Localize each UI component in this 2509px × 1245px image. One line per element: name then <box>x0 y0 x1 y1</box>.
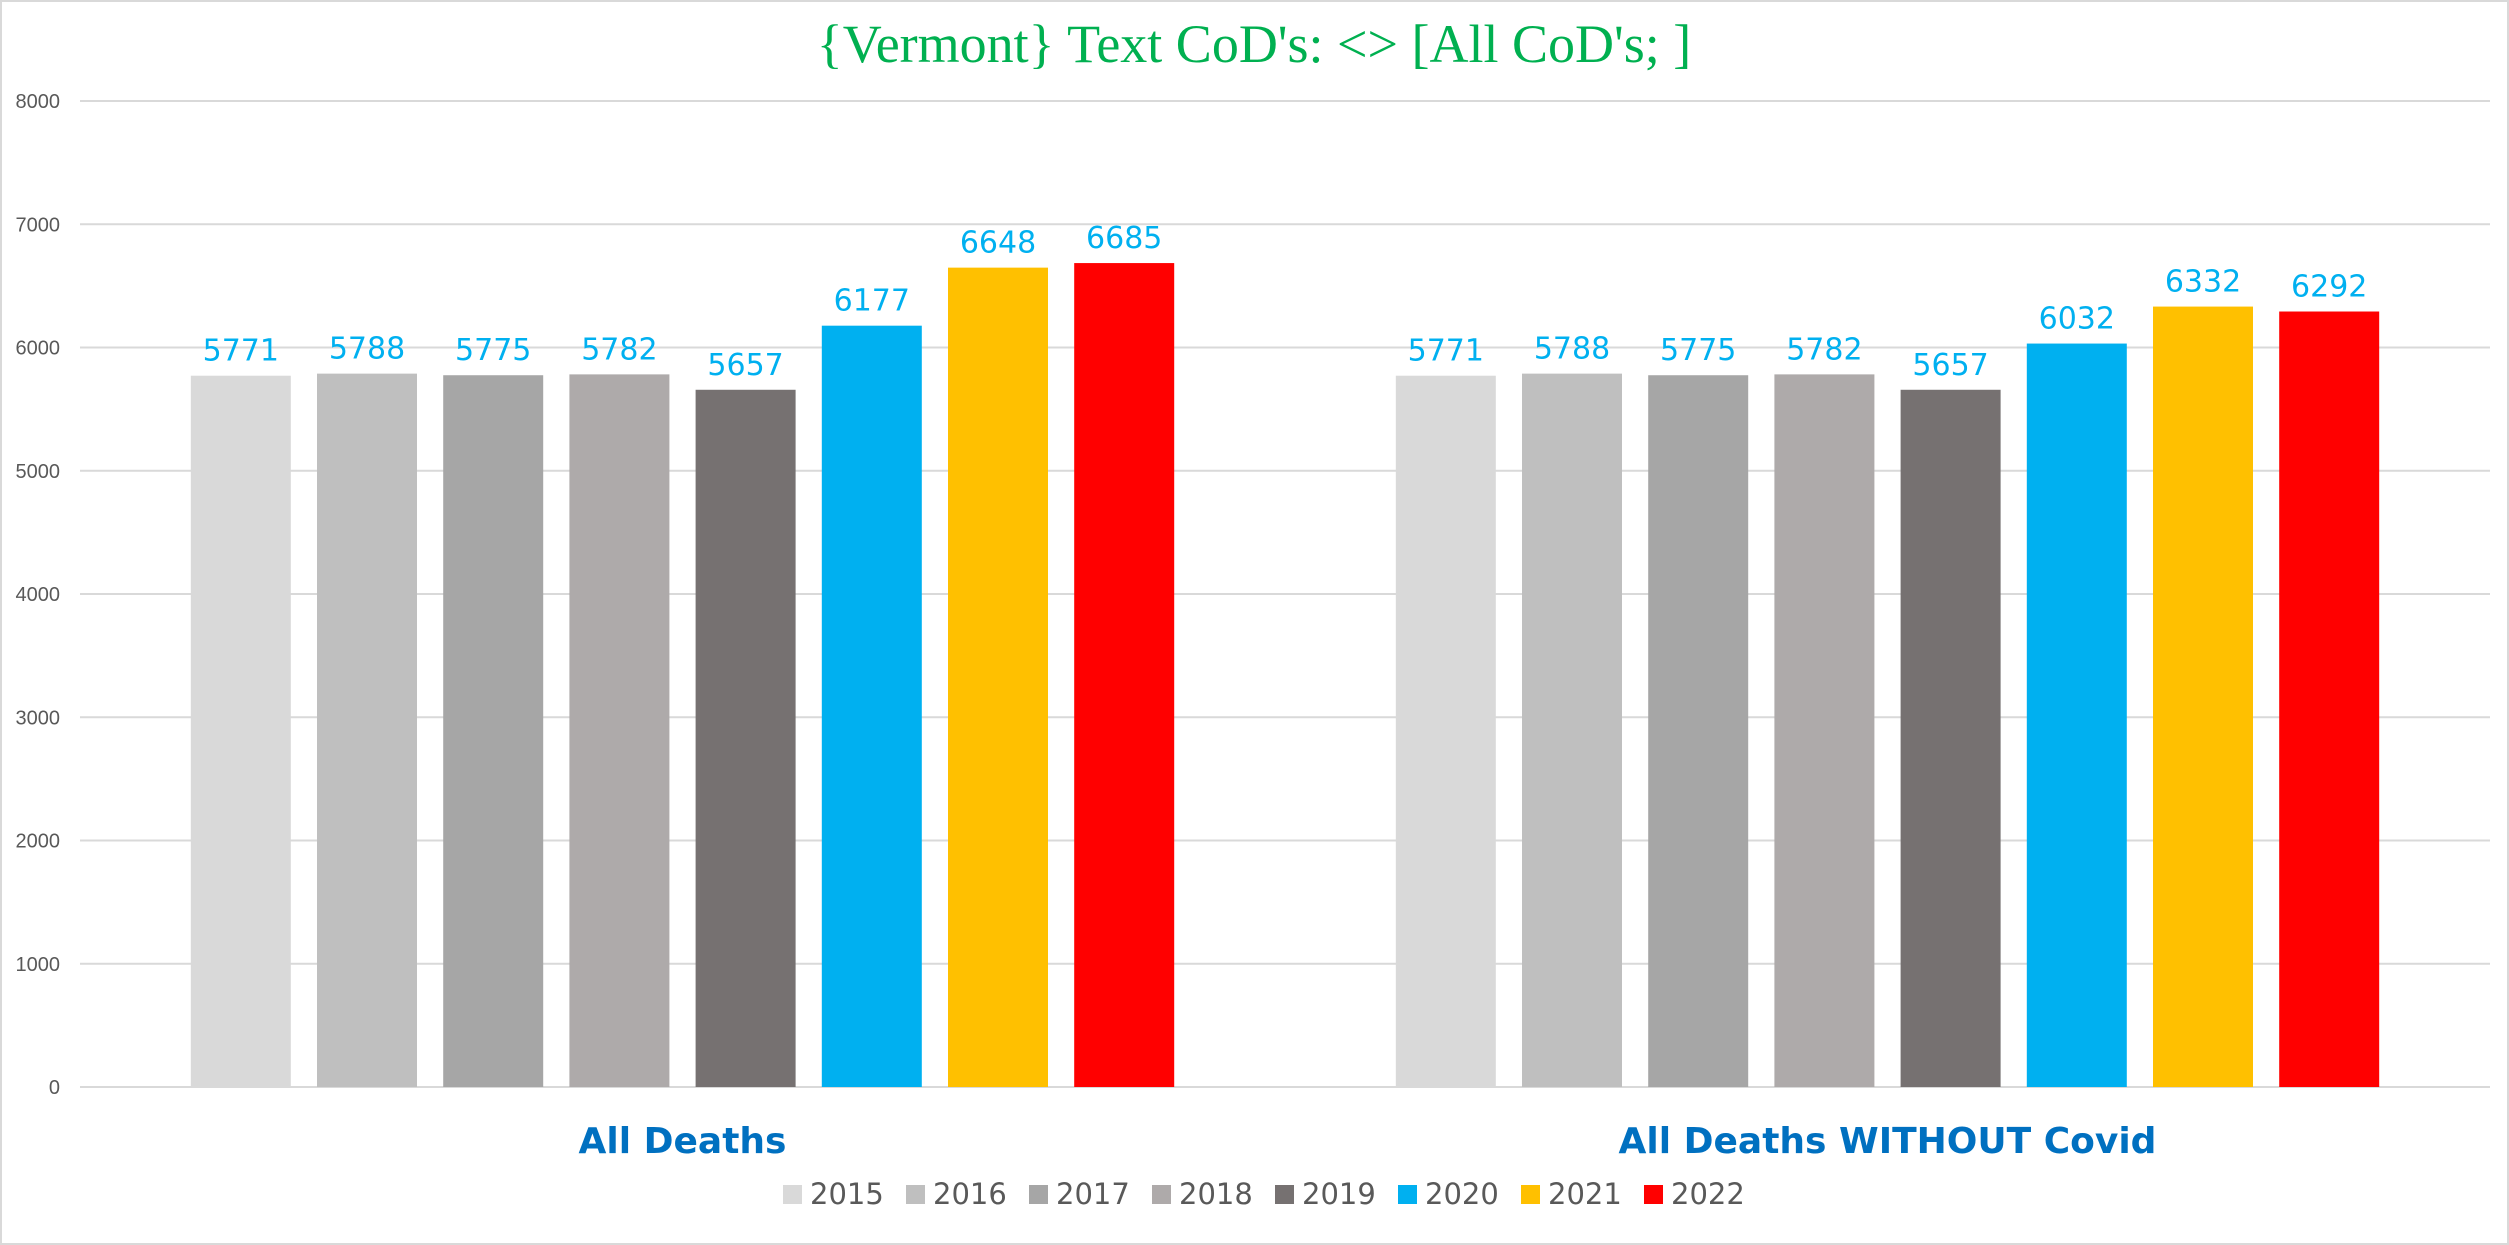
y-tick-label-7000: 7000 <box>16 214 61 236</box>
legend-swatch-2021 <box>1521 1185 1540 1204</box>
data-label-2021-1: 6648 <box>960 226 1036 261</box>
legend-swatch-2022 <box>1644 1185 1663 1204</box>
bar-2019-2 <box>1900 389 2001 1087</box>
data-label-2020-1: 6177 <box>834 284 910 319</box>
bars <box>190 263 2380 1088</box>
y-tick-label-0: 0 <box>49 1077 60 1099</box>
legend-label-2017: 2017 <box>1056 1177 1130 1211</box>
bar-2018-1 <box>569 374 670 1087</box>
bar-2021-1 <box>948 267 1048 1087</box>
bar-2017-1 <box>443 375 544 1087</box>
legend-swatch-2020 <box>1398 1185 1417 1204</box>
y-tick-label-2000: 2000 <box>16 831 61 853</box>
data-label-2016-1: 5788 <box>329 332 405 367</box>
data-label-2020-2: 6032 <box>2039 302 2115 337</box>
legend-label-2019: 2019 <box>1302 1177 1376 1211</box>
y-tick-label-3000: 3000 <box>16 707 61 729</box>
category-labels: All Deaths All Deaths WITHOUT Covid <box>579 1121 2157 1162</box>
y-tick-label-4000: 4000 <box>16 584 61 606</box>
bar-2020-1 <box>821 325 922 1087</box>
bar-2015-2 <box>1395 375 1496 1087</box>
legend-swatch-2018 <box>1152 1185 1171 1204</box>
legend-label-2021: 2021 <box>1548 1177 1622 1211</box>
data-label-2015-2: 5771 <box>1408 334 1484 369</box>
y-axis-ticks: 0 1000 2000 3000 4000 5000 6000 7000 8000 <box>16 91 61 1099</box>
data-label-2022-1: 6685 <box>1086 221 1162 256</box>
bar-2018-2 <box>1774 374 1875 1087</box>
y-tick-label-8000: 8000 <box>16 91 61 113</box>
bar-2015-1 <box>190 375 291 1087</box>
y-tick-label-5000: 5000 <box>16 461 61 483</box>
data-label-2019-1: 5657 <box>707 348 783 383</box>
category-label-1: All Deaths <box>579 1121 787 1162</box>
data-label-2016-2: 5788 <box>1534 332 1610 367</box>
bar-2016-2 <box>1522 373 1622 1087</box>
data-label-2022-2: 6292 <box>2291 270 2367 305</box>
y-tick-label-1000: 1000 <box>16 954 61 976</box>
legend-label-2015: 2015 <box>810 1177 884 1211</box>
bar-2020-2 <box>2026 343 2127 1087</box>
legend-swatch-2017 <box>1029 1185 1048 1204</box>
legend-swatch-2016 <box>906 1185 925 1204</box>
data-label-2021-2: 6332 <box>2165 265 2241 300</box>
data-label-2017-1: 5775 <box>455 333 531 368</box>
y-tick-label-6000: 6000 <box>16 338 61 360</box>
bar-2017-2 <box>1648 375 1749 1087</box>
data-label-2015-1: 5771 <box>203 334 279 369</box>
legend-label-2020: 2020 <box>1425 1177 1499 1211</box>
data-label-2018-2: 5782 <box>1786 332 1862 367</box>
bar-2022-1 <box>1074 263 1175 1088</box>
legend-swatch-2019 <box>1275 1185 1294 1204</box>
chart-title: {Vermont} Text CoD's: <> [All CoD's; ] <box>817 14 1691 74</box>
legend-label-2018: 2018 <box>1179 1177 1253 1211</box>
bar-2019-1 <box>695 389 796 1087</box>
legend-swatch-2015 <box>783 1185 802 1204</box>
bar-2022-2 <box>2279 311 2380 1087</box>
bar-2016-1 <box>317 373 417 1087</box>
legend-label-2022: 2022 <box>1671 1177 1745 1211</box>
legend-label-2016: 2016 <box>933 1177 1007 1211</box>
data-label-2018-1: 5782 <box>581 332 657 367</box>
data-label-2019-2: 5657 <box>1912 348 1988 383</box>
data-labels: 5771 5788 5775 5782 5657 6177 6648 6685 5771 5788… <box>203 221 2368 383</box>
category-label-2: All Deaths WITHOUT Covid <box>1619 1121 2157 1162</box>
data-label-2017-2: 5775 <box>1660 333 1736 368</box>
bar-2021-2 <box>2153 306 2253 1087</box>
legend: 2015 2016 2017 2018 2019 2020 2021 2022 <box>783 1177 1745 1211</box>
